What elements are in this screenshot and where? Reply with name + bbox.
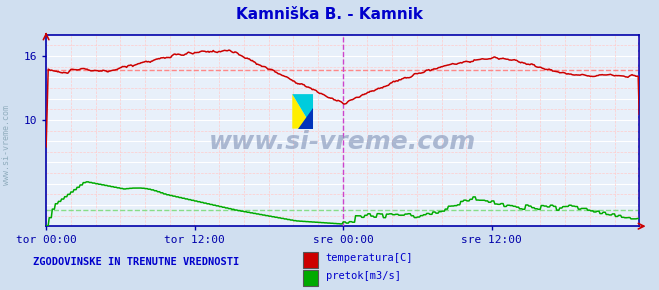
Polygon shape: [293, 94, 313, 128]
Polygon shape: [293, 94, 313, 128]
Text: ZGODOVINSKE IN TRENUTNE VREDNOSTI: ZGODOVINSKE IN TRENUTNE VREDNOSTI: [33, 257, 239, 267]
Text: Kamniška B. - Kamnik: Kamniška B. - Kamnik: [236, 7, 423, 22]
Text: temperatura[C]: temperatura[C]: [326, 253, 413, 263]
Text: pretok[m3/s]: pretok[m3/s]: [326, 271, 401, 281]
Text: www.si-vreme.com: www.si-vreme.com: [209, 130, 476, 154]
Text: www.si-vreme.com: www.si-vreme.com: [2, 105, 11, 185]
Polygon shape: [299, 108, 313, 128]
